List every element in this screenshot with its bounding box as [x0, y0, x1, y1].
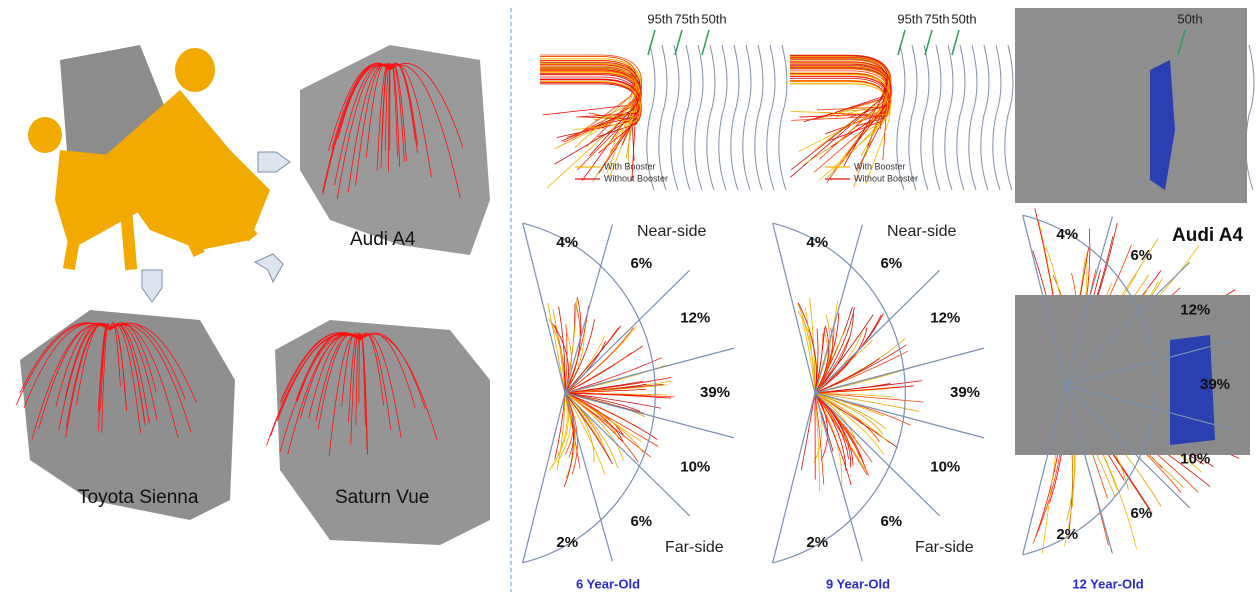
- percentile-label: 50th: [701, 11, 726, 26]
- percentile-label: 50th: [951, 11, 976, 26]
- pointer: [952, 30, 959, 55]
- vehicle-label: Audi A4: [1172, 225, 1244, 246]
- near-side-label: Near-side: [887, 223, 956, 240]
- zone-boundary: [565, 270, 690, 393]
- grid-curve: [755, 45, 763, 190]
- grid-curve: [671, 45, 679, 190]
- zone-percent: 2%: [806, 534, 828, 551]
- grid-curve: [767, 45, 775, 190]
- arrow: [258, 152, 290, 172]
- zone-percent: 39%: [1200, 376, 1230, 393]
- zone-percent: 12%: [930, 310, 960, 327]
- zone-percent: 4%: [556, 234, 578, 251]
- zone-percent: 6%: [1130, 505, 1152, 522]
- grid-curve: [981, 45, 989, 190]
- interior-image: [1015, 8, 1247, 203]
- vehicle-label: Saturn Vue: [335, 487, 429, 508]
- grid-curve: [993, 45, 1001, 190]
- trajectory: [801, 393, 815, 470]
- percentile-label: 75th: [924, 11, 949, 26]
- panel-caption: 6 Year-Old: [576, 576, 640, 591]
- pointer: [925, 30, 932, 55]
- grid-curve: [695, 45, 703, 190]
- zone-percent: 6%: [880, 255, 902, 272]
- far-side-label: Far-side: [665, 539, 724, 556]
- zone-arc: [773, 223, 906, 563]
- vehicle-label: Toyota Sienna: [78, 487, 199, 508]
- zone-percent: 10%: [1180, 450, 1210, 467]
- zone-percent: 6%: [630, 255, 652, 272]
- zone-percent: 39%: [950, 384, 980, 401]
- zone-percent: 10%: [930, 458, 960, 475]
- grid-curve: [731, 45, 739, 190]
- grid-curve: [921, 45, 929, 190]
- far-side-label: Far-side: [915, 539, 974, 556]
- grid-curve: [719, 45, 727, 190]
- zone-percent: 4%: [806, 234, 828, 251]
- legend-label: With Booster: [854, 161, 906, 171]
- grid-curve: [1005, 45, 1013, 190]
- zone-percent: 12%: [680, 310, 710, 327]
- percentile-label: 95th: [897, 11, 922, 26]
- figure: Audi A4 Toyota Sienna Saturn Vue 95th75t…: [0, 0, 1256, 598]
- grid-curve: [659, 45, 667, 190]
- arrow: [255, 254, 283, 282]
- percentile-label: 95th: [647, 11, 672, 26]
- legend-label: Without Booster: [604, 173, 668, 183]
- zone-boundary: [565, 393, 690, 516]
- grid-curve: [779, 45, 787, 190]
- panel-caption: 12 Year-Old: [1072, 576, 1143, 591]
- percentile-label: 50th: [1177, 11, 1202, 26]
- grid-curve: [707, 45, 715, 190]
- grid-curve: [683, 45, 691, 190]
- percentile-label: 75th: [674, 11, 699, 26]
- vehicle-label: Audi A4: [350, 229, 416, 250]
- zone-percent: 39%: [700, 384, 730, 401]
- near-side-label: Near-side: [637, 223, 706, 240]
- zone-arc: [523, 223, 656, 563]
- zone-percent: 6%: [630, 513, 652, 530]
- zone-percent: 10%: [680, 458, 710, 475]
- trajectory: [548, 303, 565, 393]
- zone-percent: 6%: [880, 513, 902, 530]
- grid-curve: [969, 45, 977, 190]
- grid-curve: [933, 45, 941, 190]
- trajectory: [540, 61, 642, 135]
- zone-percent: 2%: [556, 534, 578, 551]
- page: {"vehicles": [{"label": "Audi A4"}, {"la…: [0, 0, 1256, 598]
- grid-curve: [1246, 45, 1254, 190]
- trajectory: [540, 75, 637, 170]
- grid-curve: [957, 45, 965, 190]
- trajectory: [565, 327, 619, 393]
- pointer: [702, 30, 709, 55]
- zone-percent: 2%: [1056, 526, 1078, 543]
- pointer: [675, 30, 682, 55]
- arrow: [142, 270, 162, 302]
- grid-curve: [909, 45, 917, 190]
- legend-label: Without Booster: [854, 173, 918, 183]
- zone-percent: 6%: [1130, 247, 1152, 264]
- panel-caption: 9 Year-Old: [826, 576, 890, 591]
- grid-curve: [945, 45, 953, 190]
- zone-percent: 4%: [1056, 226, 1078, 243]
- trajectory: [790, 82, 887, 139]
- vehicle-images: [20, 45, 490, 545]
- legend-label: With Booster: [604, 161, 656, 171]
- zone-percent: 12%: [1180, 302, 1210, 319]
- grid-curve: [743, 45, 751, 190]
